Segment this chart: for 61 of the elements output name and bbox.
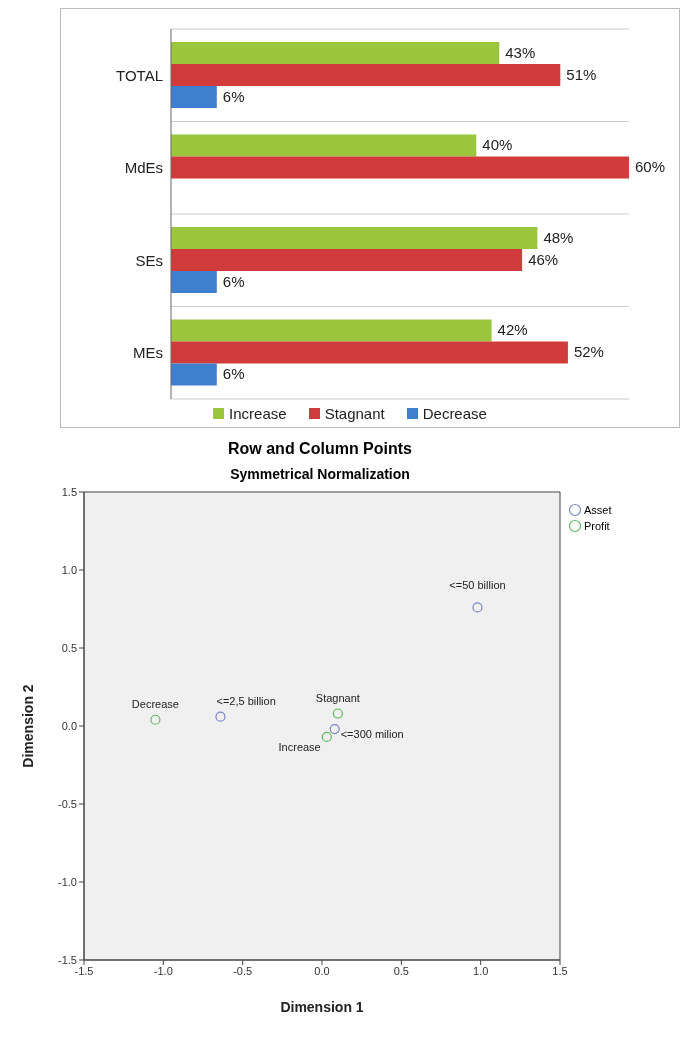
chart-title: Row and Column Points	[227, 440, 413, 458]
data-label: 46%	[528, 250, 559, 268]
y-tick-label: 1.0	[61, 563, 77, 576]
x-tick-label: -1.0	[153, 964, 173, 977]
annotation: <=50 billion	[449, 579, 506, 592]
y-tick-label: SEs	[135, 251, 163, 269]
legend-label: Decrease	[421, 405, 487, 422]
legend-label: Asset	[584, 504, 612, 516]
point	[329, 724, 340, 735]
y-tick-label: 0.5	[61, 641, 77, 654]
data-label: 51%	[566, 65, 597, 83]
bar	[171, 41, 500, 64]
point	[321, 731, 332, 743]
x-tick-label: -0.5	[233, 964, 253, 977]
y-tick-label: TOTAL	[116, 66, 163, 84]
bar	[171, 341, 568, 364]
legend-label: Stagnant	[323, 405, 385, 422]
x-tick-label: 0.5	[393, 964, 409, 977]
y-tick-label: -1.5	[58, 953, 77, 966]
y-tick-label: -0.5	[58, 797, 77, 810]
bar	[171, 63, 561, 86]
y-tick-label: MdEs	[124, 159, 163, 177]
point	[150, 714, 161, 725]
point	[332, 708, 343, 719]
data-label: 52%	[573, 343, 604, 361]
annotation: Stagnant	[315, 691, 360, 704]
x-tick-label: 0.0	[314, 964, 330, 977]
data-label: 60%	[635, 158, 666, 176]
bar	[171, 270, 217, 293]
bar	[171, 248, 523, 271]
data-label: 6%	[222, 272, 245, 290]
bar	[171, 156, 629, 179]
point	[215, 711, 226, 722]
chart-subtitle: Symmetrical Normalization	[229, 466, 411, 482]
x-tick-label: -1.5	[74, 964, 94, 977]
annotation: Decrease	[131, 697, 179, 710]
data-label: 6%	[222, 87, 245, 105]
legend-label: Profit	[584, 520, 610, 532]
x-axis-title: Dimension 1	[280, 998, 364, 1015]
bar	[171, 226, 538, 249]
data-label: 40%	[482, 136, 513, 154]
legend-label: Increase	[228, 405, 287, 422]
data-label: 48%	[543, 228, 574, 246]
x-tick-label: 1.5	[552, 964, 568, 977]
y-tick-label: MEs	[133, 344, 163, 362]
y-tick-label: 1.5	[61, 485, 77, 498]
x-tick-label: 1.0	[473, 964, 489, 977]
bar	[171, 319, 492, 342]
annotation: <=2,5 billion	[216, 694, 276, 707]
data-label: 42%	[497, 321, 528, 339]
point	[472, 602, 483, 613]
y-tick-label: -1.0	[58, 875, 77, 888]
y-tick-label: 0.0	[61, 719, 77, 732]
bar	[171, 85, 217, 108]
bar	[171, 134, 477, 157]
annotation: <=300 milion	[340, 728, 404, 741]
bar	[171, 363, 217, 386]
data-label: 43%	[505, 43, 536, 61]
annotation: Increase	[278, 740, 321, 753]
data-label: 6%	[222, 365, 245, 383]
y-axis-title: Dimension 2	[19, 684, 36, 768]
